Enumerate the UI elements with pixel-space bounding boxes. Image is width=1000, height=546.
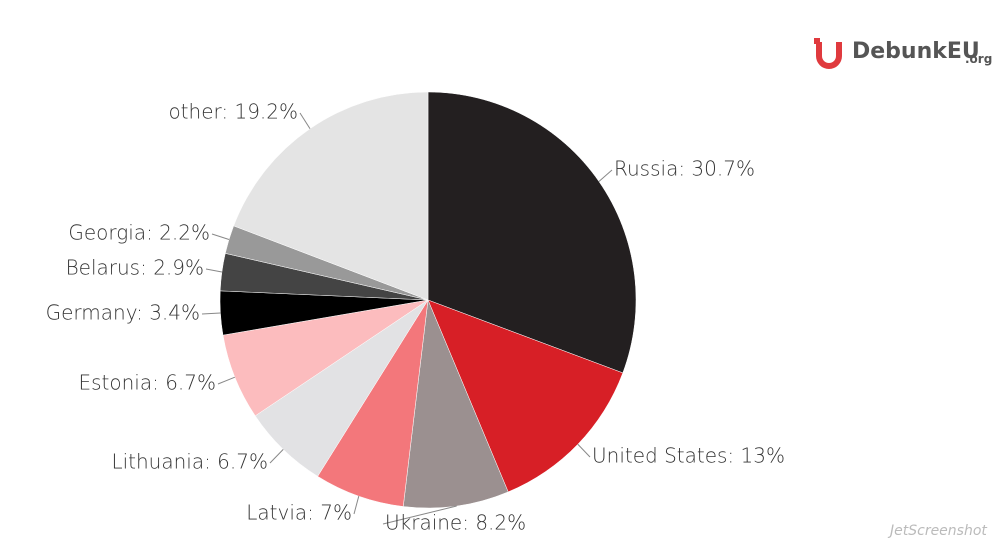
logo: DebunkEU .org xyxy=(814,38,992,69)
leader-line xyxy=(598,169,613,182)
pie-slice xyxy=(402,299,509,509)
data-label: Germany: 3.4% xyxy=(46,301,200,325)
logo-icon xyxy=(816,42,842,69)
pie-slice xyxy=(233,91,429,301)
data-label: Estonia: 6.7% xyxy=(78,371,216,395)
logo-dot xyxy=(814,38,820,44)
logo-text: DebunkEU xyxy=(852,39,980,64)
leader-line xyxy=(205,268,222,273)
leader-line xyxy=(269,449,284,464)
data-label: other: 19.2% xyxy=(168,100,298,124)
pie-slice xyxy=(427,91,637,374)
data-label: Lithuania: 6.7% xyxy=(111,450,268,474)
pie-slice xyxy=(427,299,624,493)
data-label: Belarus: 2.9% xyxy=(66,256,204,280)
watermark: JetScreenshot xyxy=(887,523,987,539)
data-label: Latvia: 7% xyxy=(246,501,352,525)
leader-line xyxy=(211,233,230,240)
leader-line xyxy=(353,496,360,515)
logo-suffix: .org xyxy=(965,52,992,66)
leader-line xyxy=(201,312,221,315)
leader-line xyxy=(382,505,457,525)
leader-line xyxy=(217,376,236,385)
data-label: United States: 13% xyxy=(592,444,785,468)
data-label: Georgia: 2.2% xyxy=(68,221,210,245)
data-label: Russia: 30.7% xyxy=(614,157,755,181)
leader-line xyxy=(299,112,311,129)
leader-line xyxy=(577,443,591,458)
data-label: Ukraine: 8.2% xyxy=(385,511,526,535)
